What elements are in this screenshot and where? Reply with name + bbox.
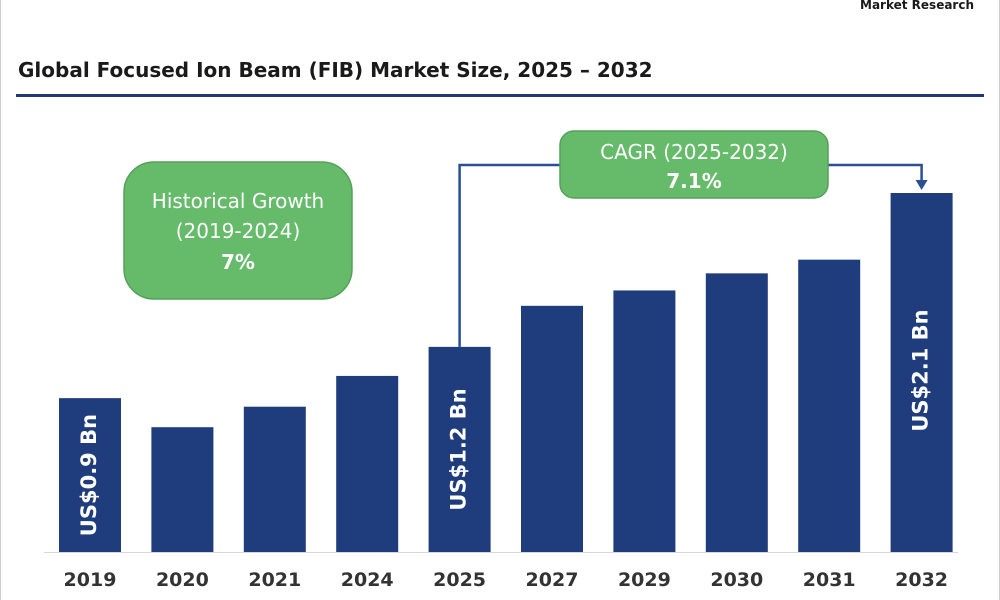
x-tick-label-2025: 2025 <box>433 569 486 591</box>
historical-growth-label: Historical Growth <box>152 189 324 213</box>
bar-2031 <box>798 259 861 552</box>
bars-layer <box>44 193 958 553</box>
data-label-2032: US$2.1 Bn <box>909 309 933 431</box>
bar-2025 <box>428 346 491 552</box>
historical-growth-value: 7% <box>221 250 255 274</box>
x-tick-label-2020: 2020 <box>156 569 209 591</box>
data-label-2025: US$1.2 Bn <box>447 388 471 510</box>
cagr-value: 7.1% <box>666 169 721 193</box>
x-tick-label-2032: 2032 <box>895 569 948 591</box>
historical-growth-callout: Historical Growth (2019-2024) 7% <box>123 161 353 300</box>
x-tick-label-2029: 2029 <box>618 569 671 591</box>
tick-labels-layer: 2019 2020 2021 2024 2025 2027 2029 2030 2031 2032 <box>64 569 948 591</box>
cagr-arrow-icon <box>915 180 928 190</box>
historical-growth-period: (2019-2024) <box>176 219 301 243</box>
data-labels-layer: US$0.9 Bn US$1.2 Bn US$2.1 Bn <box>77 309 933 536</box>
x-tick-label-2019: 2019 <box>64 569 117 591</box>
bar-2021 <box>243 406 306 552</box>
title-underline <box>16 94 984 97</box>
historical-growth-box <box>123 161 353 300</box>
bar-2024 <box>336 375 399 552</box>
bar-2019 <box>59 398 121 552</box>
x-tick-label-2027: 2027 <box>526 569 579 591</box>
data-label-2019: US$0.9 Bn <box>77 414 101 536</box>
brand-name: Market Research <box>860 0 974 12</box>
bar-2020 <box>151 427 214 552</box>
bar-2032 <box>890 193 953 552</box>
chart-title: Global Focused Ion Beam (FIB) Market Siz… <box>18 58 653 82</box>
bar-2027 <box>521 305 583 552</box>
cagr-callout: CAGR (2025-2032) 7.1% <box>559 130 829 199</box>
x-tick-label-2024: 2024 <box>341 569 394 591</box>
x-tick-label-2031: 2031 <box>803 569 856 591</box>
bar-2030 <box>705 273 768 552</box>
x-tick-label-2021: 2021 <box>248 569 301 591</box>
x-tick-label-2030: 2030 <box>710 569 763 591</box>
cagr-box <box>559 130 829 199</box>
bar-2029 <box>613 290 676 552</box>
cagr-label: CAGR (2025-2032) <box>600 140 788 164</box>
